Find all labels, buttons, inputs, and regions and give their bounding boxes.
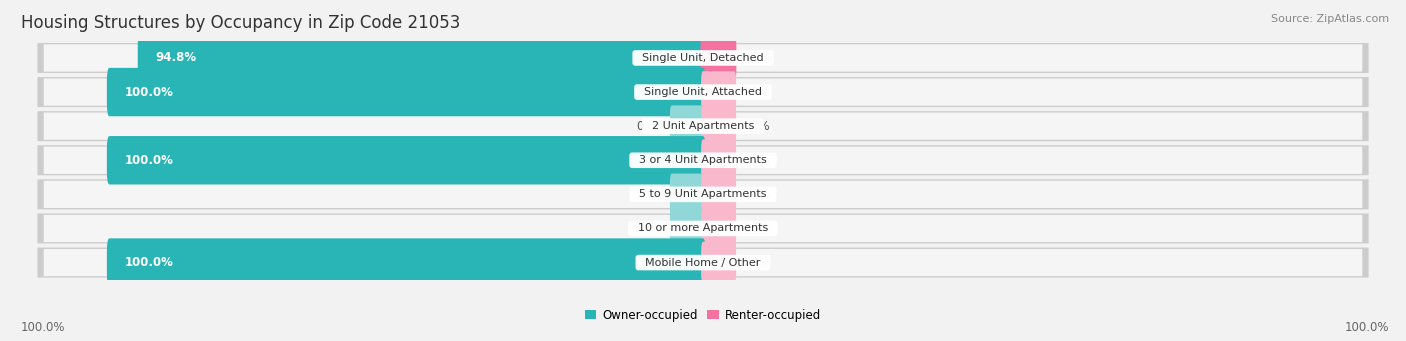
Text: 100.0%: 100.0% bbox=[125, 154, 174, 167]
Text: 100.0%: 100.0% bbox=[125, 256, 174, 269]
FancyBboxPatch shape bbox=[38, 248, 1368, 278]
Text: Housing Structures by Occupancy in Zip Code 21053: Housing Structures by Occupancy in Zip C… bbox=[21, 14, 461, 32]
FancyBboxPatch shape bbox=[702, 208, 737, 249]
Text: 0.0%: 0.0% bbox=[741, 222, 770, 235]
FancyBboxPatch shape bbox=[44, 147, 1362, 174]
FancyBboxPatch shape bbox=[107, 136, 706, 184]
Text: Single Unit, Detached: Single Unit, Detached bbox=[636, 53, 770, 63]
FancyBboxPatch shape bbox=[44, 249, 1362, 276]
FancyBboxPatch shape bbox=[669, 105, 704, 147]
FancyBboxPatch shape bbox=[107, 68, 706, 116]
FancyBboxPatch shape bbox=[38, 145, 1368, 175]
FancyBboxPatch shape bbox=[702, 71, 737, 113]
Text: 3 or 4 Unit Apartments: 3 or 4 Unit Apartments bbox=[633, 155, 773, 165]
Text: Source: ZipAtlas.com: Source: ZipAtlas.com bbox=[1271, 14, 1389, 24]
FancyBboxPatch shape bbox=[38, 77, 1368, 107]
Text: 0.0%: 0.0% bbox=[741, 86, 770, 99]
FancyBboxPatch shape bbox=[38, 179, 1368, 209]
Text: 94.8%: 94.8% bbox=[156, 51, 197, 64]
FancyBboxPatch shape bbox=[38, 111, 1368, 141]
Text: 0.0%: 0.0% bbox=[741, 154, 770, 167]
Text: 0.0%: 0.0% bbox=[741, 188, 770, 201]
FancyBboxPatch shape bbox=[44, 78, 1362, 106]
Text: 0.0%: 0.0% bbox=[741, 256, 770, 269]
Text: 0.0%: 0.0% bbox=[636, 120, 665, 133]
FancyBboxPatch shape bbox=[702, 242, 737, 283]
Text: 100.0%: 100.0% bbox=[1344, 321, 1389, 334]
FancyBboxPatch shape bbox=[38, 43, 1368, 73]
FancyBboxPatch shape bbox=[702, 174, 737, 215]
Text: 10 or more Apartments: 10 or more Apartments bbox=[631, 223, 775, 234]
FancyBboxPatch shape bbox=[138, 34, 706, 82]
Text: 5 to 9 Unit Apartments: 5 to 9 Unit Apartments bbox=[633, 189, 773, 199]
FancyBboxPatch shape bbox=[702, 105, 737, 147]
FancyBboxPatch shape bbox=[700, 34, 737, 82]
FancyBboxPatch shape bbox=[669, 174, 704, 215]
Text: Single Unit, Attached: Single Unit, Attached bbox=[637, 87, 769, 97]
FancyBboxPatch shape bbox=[107, 238, 706, 287]
Text: 0.0%: 0.0% bbox=[636, 222, 665, 235]
Text: 100.0%: 100.0% bbox=[21, 321, 66, 334]
FancyBboxPatch shape bbox=[44, 215, 1362, 242]
Text: 0.0%: 0.0% bbox=[636, 188, 665, 201]
FancyBboxPatch shape bbox=[38, 213, 1368, 243]
Text: 2 Unit Apartments: 2 Unit Apartments bbox=[645, 121, 761, 131]
Text: 5.2%: 5.2% bbox=[744, 51, 773, 64]
Text: 100.0%: 100.0% bbox=[125, 86, 174, 99]
FancyBboxPatch shape bbox=[702, 139, 737, 181]
FancyBboxPatch shape bbox=[669, 208, 704, 249]
FancyBboxPatch shape bbox=[44, 113, 1362, 140]
FancyBboxPatch shape bbox=[44, 44, 1362, 72]
Legend: Owner-occupied, Renter-occupied: Owner-occupied, Renter-occupied bbox=[579, 304, 827, 326]
Text: Mobile Home / Other: Mobile Home / Other bbox=[638, 257, 768, 268]
FancyBboxPatch shape bbox=[44, 181, 1362, 208]
Text: 0.0%: 0.0% bbox=[741, 120, 770, 133]
